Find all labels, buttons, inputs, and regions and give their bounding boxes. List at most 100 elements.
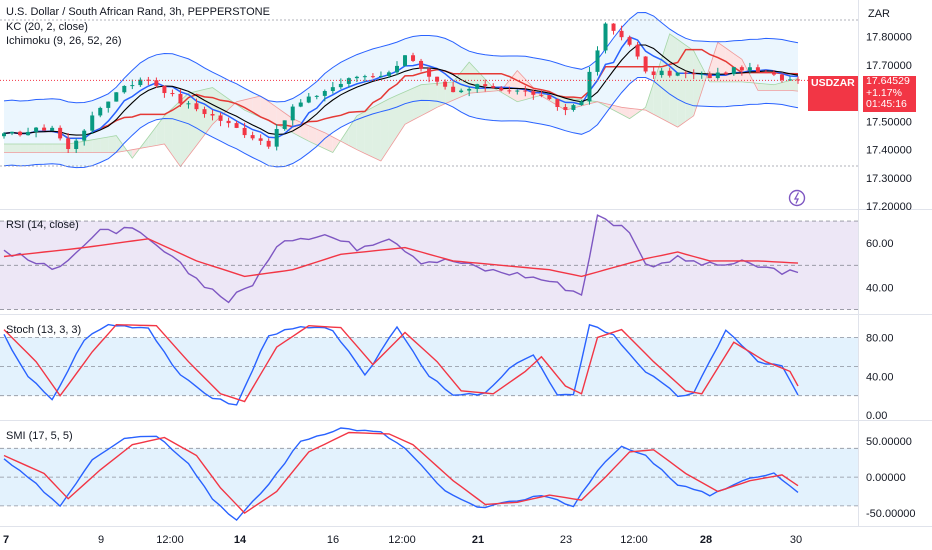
stoch-legend: Stoch (13, 3, 3) bbox=[6, 324, 82, 336]
ichimoku-cloud-segment bbox=[60, 144, 69, 153]
ichimoku-cloud-segment bbox=[429, 83, 438, 112]
candle-body bbox=[419, 60, 424, 69]
candle-body bbox=[771, 72, 776, 75]
y-tick-label: 40.00 bbox=[866, 371, 894, 383]
candle-body bbox=[82, 130, 87, 141]
ichimoku-cloud-segment bbox=[268, 101, 277, 125]
ichimoku-cloud-segment bbox=[645, 82, 654, 115]
ichimoku-cloud-segment bbox=[613, 105, 622, 115]
ichimoku-cloud-segment bbox=[789, 78, 798, 92]
ichimoku-legend: Ichimoku (9, 26, 52, 26) bbox=[6, 35, 122, 47]
candle-body bbox=[715, 72, 720, 79]
last-price: 17.64529 bbox=[866, 75, 910, 87]
candle-body bbox=[451, 86, 456, 93]
ichimoku-cloud-segment bbox=[380, 98, 389, 161]
candle-body bbox=[531, 91, 536, 95]
candle-body bbox=[90, 115, 95, 131]
x-tick-label: 30 bbox=[790, 534, 802, 546]
ichimoku-cloud-segment bbox=[677, 39, 686, 128]
candle-body bbox=[763, 72, 768, 74]
y-tick-label: 17.30000 bbox=[866, 173, 912, 185]
ichimoku-cloud-segment bbox=[180, 93, 189, 167]
candle-body bbox=[378, 75, 383, 77]
ichimoku-cloud-segment bbox=[332, 136, 341, 153]
y-tick-label: 17.50000 bbox=[866, 116, 912, 128]
ichimoku-base-line bbox=[3, 48, 799, 140]
candle-body bbox=[587, 71, 592, 102]
price-readout: 17.64529 +1.17% 01:45:16 bbox=[863, 75, 916, 112]
ichimoku-cloud-segment bbox=[156, 115, 165, 146]
ichimoku-cloud-segment bbox=[108, 135, 117, 153]
y-tick-label: 17.80000 bbox=[866, 32, 912, 44]
y-tick-label: 17.70000 bbox=[866, 60, 912, 72]
x-tick-label: 9 bbox=[98, 534, 104, 546]
pane-separators bbox=[0, 0, 932, 527]
ichimoku-cloud-segment bbox=[204, 87, 213, 135]
kc-basis bbox=[3, 44, 799, 136]
candle-body bbox=[146, 79, 151, 81]
candle-body bbox=[386, 72, 391, 76]
candle-body bbox=[114, 92, 119, 102]
candle-body bbox=[42, 127, 47, 131]
ichimoku-cloud-segment bbox=[76, 141, 85, 153]
ichimoku-span-a bbox=[4, 33, 799, 159]
ichimoku-cloud-segment bbox=[212, 87, 221, 125]
candle-body bbox=[282, 120, 287, 129]
candle-body bbox=[603, 23, 608, 51]
time-axis[interactable]: 7 9 12:00 14 16 12:00 21 23 12:00 28 30 bbox=[3, 534, 802, 546]
ichimoku-cloud-segment bbox=[453, 72, 462, 101]
ichimoku-cloud-segment bbox=[765, 84, 774, 91]
ichimoku-cloud-segment bbox=[461, 62, 470, 97]
smi-legend: SMI (17, 5, 5) bbox=[6, 430, 73, 442]
candle-body bbox=[467, 88, 472, 91]
ichimoku-cloud-segment bbox=[669, 33, 678, 128]
ichimoku-cloud-segment bbox=[148, 126, 157, 147]
ichimoku-cloud-segment bbox=[757, 83, 766, 91]
rsi-pane[interactable] bbox=[0, 214, 858, 310]
candle-body bbox=[403, 55, 408, 66]
ichimoku-cloud-segment bbox=[781, 80, 790, 91]
candle-body bbox=[162, 85, 167, 94]
y-tick-label: 60.00 bbox=[866, 238, 894, 250]
candle-body bbox=[475, 84, 480, 89]
stoch-pane[interactable] bbox=[0, 323, 858, 406]
kc-lower bbox=[3, 77, 799, 169]
candle-body bbox=[699, 73, 704, 75]
candle-body bbox=[338, 83, 343, 88]
candle-body bbox=[619, 30, 624, 38]
candle-body bbox=[258, 138, 263, 141]
candle-body bbox=[170, 93, 175, 95]
candle-body bbox=[627, 37, 632, 45]
currency-label[interactable]: ZAR bbox=[868, 8, 890, 20]
ichimoku-cloud-segment bbox=[356, 111, 365, 154]
candle-body bbox=[659, 70, 664, 76]
ichimoku-cloud-segment bbox=[517, 70, 526, 102]
x-tick-label: 7 bbox=[3, 534, 9, 546]
ichimoku-cloud-segment bbox=[653, 58, 662, 119]
candle-body bbox=[547, 95, 552, 100]
ichimoku-cloud-segment bbox=[12, 144, 21, 153]
ichimoku-cloud-segment bbox=[36, 144, 45, 153]
candle-body bbox=[242, 127, 247, 136]
x-tick-label: 23 bbox=[560, 534, 572, 546]
candle-body bbox=[611, 23, 616, 31]
-k-line bbox=[3, 323, 799, 406]
smi-pane[interactable] bbox=[0, 427, 858, 522]
ichimoku-cloud-segment bbox=[4, 144, 13, 153]
candle-body bbox=[635, 44, 640, 57]
ichimoku-cloud-segment bbox=[116, 135, 125, 153]
candle-body bbox=[755, 67, 760, 73]
candle-body bbox=[130, 85, 135, 87]
candle-body bbox=[354, 76, 359, 79]
ichimoku-cloud-segment bbox=[364, 107, 373, 158]
candle-body bbox=[98, 107, 103, 116]
candle-body bbox=[563, 106, 568, 110]
ichimoku-cloud-segment bbox=[188, 91, 197, 157]
bar-countdown: 01:45:16 bbox=[866, 98, 907, 110]
flash-icon[interactable] bbox=[788, 189, 806, 207]
ichimoku-cloud-segment bbox=[388, 95, 397, 149]
candle-body bbox=[411, 55, 416, 61]
x-tick-label: 16 bbox=[327, 534, 339, 546]
price-pane[interactable] bbox=[0, 11, 858, 169]
